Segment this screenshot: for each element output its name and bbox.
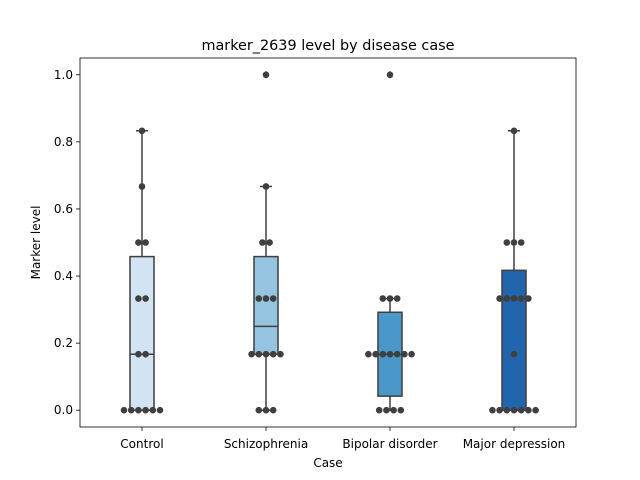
box xyxy=(501,269,527,411)
data-point xyxy=(375,406,383,414)
data-point xyxy=(266,239,273,246)
data-point xyxy=(379,295,387,302)
data-point xyxy=(401,350,408,358)
y-tick-label: 0.2 xyxy=(54,336,73,350)
data-point xyxy=(386,71,394,79)
y-tick-label: 0.4 xyxy=(54,269,73,283)
data-point xyxy=(525,295,532,302)
x-axis: Control Schizophrenia Bipolar disorder Majo… xyxy=(120,427,565,451)
box xyxy=(253,255,279,355)
box-group xyxy=(501,130,527,411)
data-point xyxy=(269,406,277,414)
data-point xyxy=(120,406,128,414)
x-tick-label: Major depression xyxy=(463,437,566,451)
data-point xyxy=(262,71,270,79)
y-axis: 0.0 0.2 0.4 0.6 0.8 1.0 xyxy=(54,68,80,417)
data-point xyxy=(255,295,263,302)
plot-frame xyxy=(79,57,577,428)
y-tick-label: 0.6 xyxy=(54,202,73,216)
data-point xyxy=(262,406,270,414)
data-point xyxy=(489,406,496,414)
data-point xyxy=(397,406,405,414)
data-point xyxy=(142,239,149,246)
x-axis-label: Case xyxy=(313,456,342,470)
data-point xyxy=(503,295,511,302)
data-point xyxy=(532,406,539,414)
data-point xyxy=(262,295,270,302)
data-point xyxy=(393,295,401,302)
data-point xyxy=(255,350,263,358)
data-point xyxy=(138,127,146,135)
plot-area xyxy=(120,70,539,414)
data-point xyxy=(138,183,146,190)
x-tick-label: Bipolar disorder xyxy=(342,437,437,451)
data-point xyxy=(149,406,157,414)
data-point xyxy=(510,350,518,358)
data-point xyxy=(496,295,503,302)
data-point xyxy=(262,350,270,358)
data-point xyxy=(510,239,518,246)
y-tick-label: 0.0 xyxy=(54,403,73,417)
data-point xyxy=(496,406,503,414)
data-point xyxy=(255,406,263,414)
data-point xyxy=(142,406,149,414)
y-tick-label: 0.8 xyxy=(54,135,73,149)
data-point xyxy=(408,350,415,358)
data-point xyxy=(135,295,142,302)
data-point xyxy=(386,295,394,302)
data-point xyxy=(517,295,525,302)
data-point xyxy=(135,239,142,246)
box xyxy=(129,255,155,411)
box-group xyxy=(253,70,279,411)
data-point xyxy=(135,406,142,414)
data-point xyxy=(379,350,387,358)
data-point xyxy=(259,239,266,246)
data-point xyxy=(365,350,372,358)
data-point xyxy=(510,295,518,302)
data-point xyxy=(390,406,397,414)
data-point xyxy=(386,350,394,358)
data-point xyxy=(127,406,135,414)
data-point xyxy=(503,406,511,414)
data-point xyxy=(393,350,401,358)
data-point xyxy=(510,127,518,135)
data-point xyxy=(156,406,164,414)
data-point xyxy=(135,350,142,358)
data-point xyxy=(525,406,532,414)
data-point xyxy=(503,239,511,246)
data-point xyxy=(510,406,518,414)
x-tick-label: Control xyxy=(120,437,163,451)
chart-title: marker_2639 level by disease case xyxy=(201,38,454,54)
data-point xyxy=(383,406,390,414)
data-point xyxy=(248,350,255,358)
data-point xyxy=(277,350,284,358)
box-group xyxy=(377,70,403,411)
data-point xyxy=(517,406,525,414)
data-point xyxy=(269,295,277,302)
data-point xyxy=(269,350,277,358)
y-axis-label: Marker level xyxy=(29,206,43,280)
y-tick-label: 1.0 xyxy=(54,68,73,82)
data-point xyxy=(142,350,149,358)
data-point xyxy=(372,350,379,358)
data-point xyxy=(517,239,525,246)
data-point xyxy=(262,183,270,190)
x-tick-label: Schizophrenia xyxy=(224,437,308,451)
data-point xyxy=(142,295,149,302)
box-group xyxy=(129,130,155,411)
